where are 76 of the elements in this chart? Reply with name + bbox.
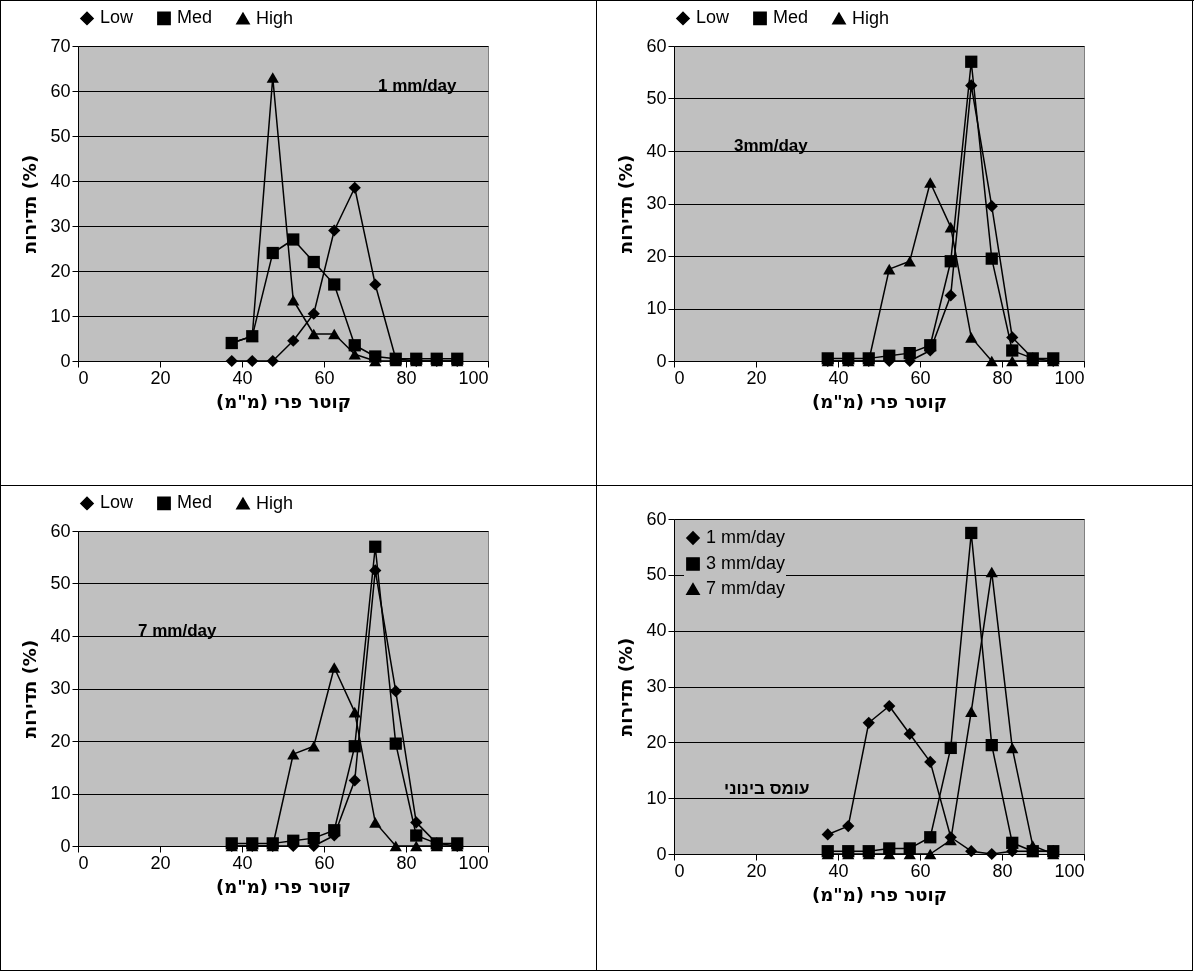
y-axis-title: תדירות (%) — [615, 154, 637, 254]
x-tick-label: 60 — [910, 860, 931, 881]
y-tick-label: 10 — [50, 783, 71, 803]
x-tick-label: 0 — [78, 852, 89, 873]
x-tick-label: 20 — [746, 367, 767, 388]
y-tick-label: 50 — [646, 564, 667, 585]
x-axis-title: קוטר פרי (מ"מ) — [216, 390, 351, 412]
y-axis-title: תדירות (%) — [615, 637, 637, 737]
x-tick-label: 80 — [992, 860, 1013, 881]
y-tick-label: 30 — [646, 676, 667, 696]
x-tick-label: 60 — [314, 852, 335, 873]
y-tick-label: 10 — [646, 298, 667, 318]
legend-label: Med — [177, 7, 213, 28]
x-tick-label: 100 — [1054, 860, 1085, 881]
y-tick-label: 60 — [646, 508, 667, 529]
y-tick-label: 60 — [50, 80, 71, 101]
x-tick-label: 40 — [828, 860, 849, 881]
legend-label: High — [256, 492, 294, 513]
y-tick-label: 50 — [50, 573, 71, 593]
y-tick-label: 40 — [50, 625, 71, 646]
legend-label: 3 mm/day — [706, 553, 786, 573]
legend-label: High — [852, 7, 890, 28]
legend-label: 7 mm/day — [706, 578, 786, 598]
y-tick-label: 20 — [50, 260, 71, 281]
y-tick-label: 30 — [50, 678, 71, 698]
x-tick-label: 40 — [232, 852, 253, 873]
x-axis-title: קוטר פרי (מ"מ) — [216, 875, 351, 897]
annotation: עומס בינוני — [724, 779, 810, 798]
y-tick-label: 50 — [646, 88, 667, 108]
y-axis-title: תדירות (%) — [19, 154, 41, 254]
y-tick-label: 30 — [50, 215, 71, 236]
legend-label: 1 mm/day — [706, 527, 786, 547]
x-tick-label: 100 — [1054, 367, 1085, 388]
x-tick-label: 80 — [396, 852, 417, 873]
x-axis-title: קוטר פרי (מ"מ) — [812, 883, 947, 905]
y-tick-label: 0 — [60, 350, 71, 371]
x-axis-title: קוטר פרי (מ"מ) — [812, 390, 947, 412]
legend-label: Low — [100, 7, 135, 28]
x-tick-label: 80 — [992, 367, 1013, 388]
y-tick-label: 40 — [646, 620, 667, 641]
y-tick-label: 10 — [646, 787, 667, 808]
x-tick-label: 20 — [150, 852, 171, 873]
x-tick-label: 80 — [396, 367, 417, 388]
x-tick-label: 0 — [78, 367, 89, 388]
y-tick-label: 20 — [646, 245, 667, 266]
y-tick-label: 60 — [50, 520, 71, 541]
x-tick-label: 0 — [674, 367, 685, 388]
x-tick-label: 20 — [150, 367, 171, 388]
y-tick-label: 10 — [50, 305, 71, 326]
x-tick-label: 20 — [746, 860, 767, 881]
y-tick-label: 0 — [656, 350, 667, 371]
x-tick-label: 60 — [910, 367, 931, 388]
y-tick-label: 30 — [646, 193, 667, 213]
legend-label: Med — [177, 492, 213, 513]
annotation: 1 mm/day — [378, 76, 457, 95]
y-tick-label: 40 — [646, 140, 667, 161]
y-tick-label: 40 — [50, 170, 71, 191]
legend-label: Low — [696, 7, 731, 28]
legend-label: High — [256, 7, 294, 28]
y-tick-label: 20 — [50, 730, 71, 751]
x-tick-label: 40 — [828, 367, 849, 388]
x-tick-label: 60 — [314, 367, 335, 388]
y-axis-title: תדירות (%) — [19, 639, 41, 739]
y-tick-label: 0 — [60, 835, 71, 856]
annotation: 7 mm/day — [138, 621, 217, 640]
annotation: 3mm/day — [734, 136, 809, 155]
y-tick-label: 60 — [646, 35, 667, 56]
y-tick-label: 50 — [50, 125, 71, 146]
x-tick-label: 100 — [458, 367, 489, 388]
x-tick-label: 100 — [458, 852, 489, 873]
legend-label: Low — [100, 492, 135, 513]
x-tick-label: 40 — [232, 367, 253, 388]
y-tick-label: 70 — [50, 35, 71, 56]
y-tick-label: 20 — [646, 731, 667, 752]
legend-label: Med — [773, 7, 809, 28]
x-tick-label: 0 — [674, 860, 685, 881]
